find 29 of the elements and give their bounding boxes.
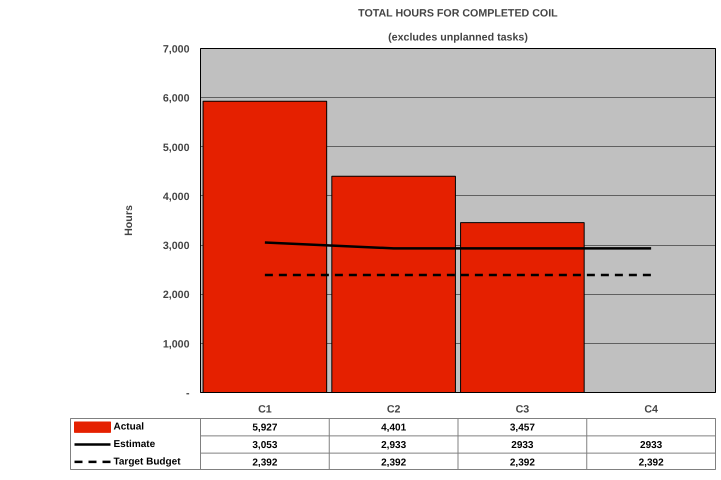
- data-label: 2,392: [381, 457, 407, 468]
- y-tick-label: 7,000: [162, 44, 190, 56]
- y-tick-label: 4,000: [162, 190, 190, 203]
- data-label: 5,927: [252, 422, 278, 434]
- y-axis-title: Hours: [122, 205, 135, 236]
- legend-label: Actual: [114, 422, 144, 433]
- legend-label: Estimate: [114, 439, 156, 450]
- data-label: 2,392: [638, 457, 664, 468]
- data-label: 2933: [511, 440, 534, 451]
- legend-label: Target Budget: [114, 456, 182, 468]
- data-label: 3,457: [510, 422, 536, 434]
- data-label: 2,933: [381, 440, 407, 451]
- x-tick-label: C3: [516, 404, 530, 416]
- y-tick-label: 3,000: [162, 240, 190, 252]
- data-label: 2,392: [252, 457, 278, 468]
- y-tick-label: 2,000: [162, 289, 190, 302]
- chart-title: TOTAL HOURS FOR COMPLETED COIL: [358, 8, 558, 20]
- y-tick-label: 5,000: [162, 142, 190, 154]
- y-tick-label: 1,000: [162, 338, 190, 350]
- data-label: 4,401: [381, 422, 407, 434]
- chart-subtitle: (excludes unplanned tasks): [388, 32, 528, 44]
- y-tick-label: 6,000: [162, 92, 190, 105]
- data-label: 2933: [640, 440, 663, 451]
- x-tick-label: C4: [644, 404, 658, 416]
- data-label: 2,392: [510, 457, 536, 468]
- x-tick-label: C2: [386, 404, 401, 416]
- data-label: 3,053: [252, 440, 278, 451]
- y-tick-label: -: [186, 388, 190, 400]
- x-tick-label: C1: [258, 404, 272, 416]
